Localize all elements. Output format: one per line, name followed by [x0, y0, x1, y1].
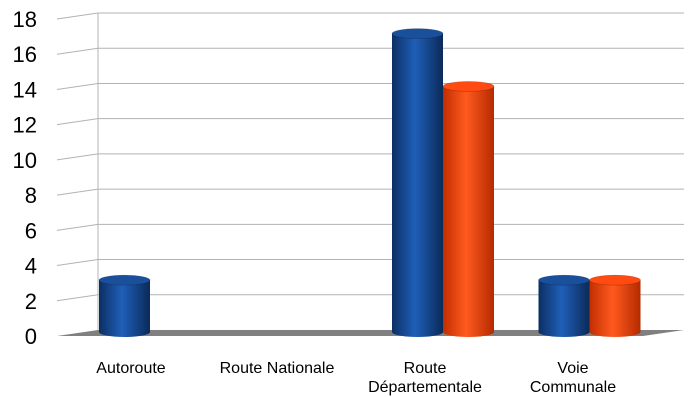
y-tick-label: 4 [25, 254, 37, 279]
bar-body [99, 280, 150, 337]
bar [538, 274, 590, 337]
x-tick-label: Autoroute [96, 360, 165, 377]
x-tick-label: Route Départementale [368, 360, 482, 396]
gridline-side [56, 259, 99, 267]
x-tick-line: Voie [557, 360, 588, 377]
x-tick-line: Route Nationale [220, 360, 335, 377]
bar [589, 274, 641, 337]
x-tick-label: Voie Communale [530, 360, 616, 396]
y-tick-label: 10 [13, 148, 37, 173]
y-tick-label: 6 [25, 218, 37, 243]
bar-top [442, 81, 495, 92]
bar-top [589, 274, 641, 286]
y-axis: 0 2 4 6 8 10 12 14 16 18 [13, 7, 37, 349]
y-tick-label: 18 [13, 7, 37, 32]
bar-body [392, 33, 443, 337]
bar-top [391, 28, 444, 39]
y-tick-label: 8 [25, 183, 37, 208]
x-axis: Autoroute Route Nationale Route Département… [96, 360, 616, 396]
gridline-side [56, 12, 99, 20]
bar-top [98, 274, 151, 286]
bar [98, 274, 151, 337]
bar-body [589, 280, 641, 337]
x-tick-label: Route Nationale [220, 360, 335, 377]
y-tick-label: 14 [13, 77, 37, 102]
floor-plane [57, 330, 684, 336]
bar-top [538, 274, 590, 286]
bars [98, 28, 641, 337]
gridline-side [56, 47, 99, 55]
gridline-side [56, 153, 99, 161]
x-tick-line: Route [404, 360, 447, 377]
x-tick-line: Départementale [368, 379, 482, 396]
y-tick-label: 2 [25, 289, 37, 314]
gridline-side [56, 118, 99, 126]
x-tick-line: Autoroute [96, 360, 165, 377]
bar-body [443, 86, 494, 337]
gridline-side [56, 223, 99, 231]
y-tick-label: 0 [25, 324, 37, 349]
y-tick-label: 16 [13, 42, 37, 67]
bar [442, 81, 495, 337]
gridlines [56, 12, 684, 302]
bar [391, 28, 444, 337]
gridline-side [56, 82, 99, 90]
gridline-side [56, 294, 99, 302]
y-tick-label: 12 [13, 113, 37, 138]
gridline-side [56, 188, 99, 196]
chart-floor [57, 330, 684, 336]
x-tick-line: Communale [530, 379, 616, 396]
bar-body [538, 280, 590, 337]
